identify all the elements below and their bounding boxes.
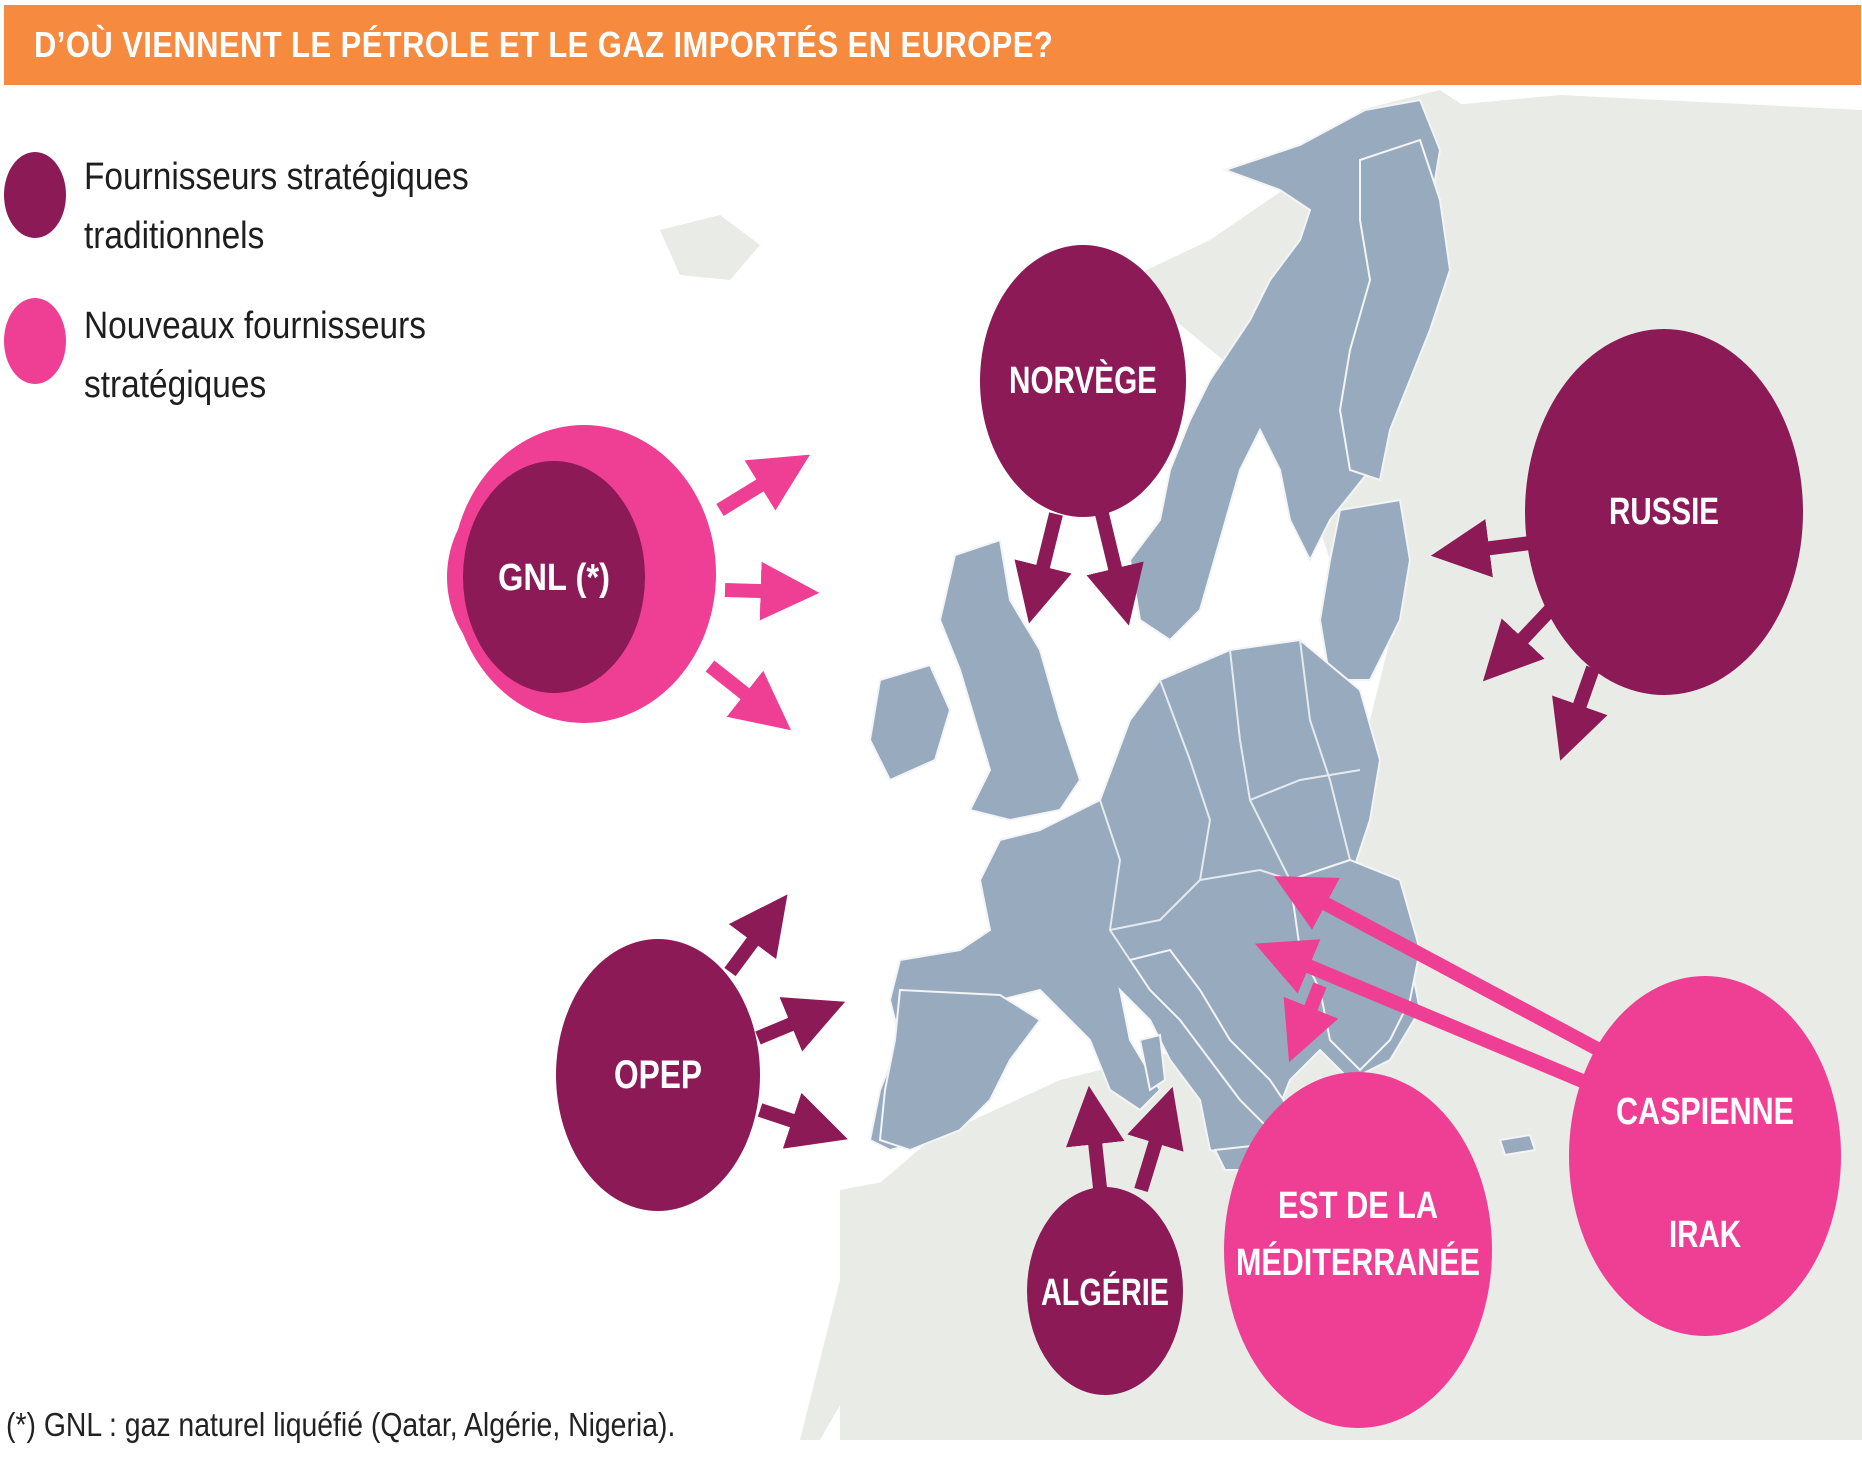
opep-supplier: OPEP bbox=[556, 939, 760, 1211]
russia-arrow-s bbox=[1552, 665, 1608, 761]
caspian-arrow-2 bbox=[1254, 939, 1595, 1092]
legend-label-traditional: Fournisseurs stratégiques traditionnels bbox=[84, 148, 489, 266]
legend-dot-traditional bbox=[4, 152, 66, 238]
norway-arrow-1 bbox=[1014, 512, 1072, 624]
sardinia-shape bbox=[1138, 1033, 1167, 1092]
legend-label-new-line2: stratégiques bbox=[84, 364, 267, 406]
opep-arrows bbox=[724, 894, 848, 1149]
title-bar: D’OÙ VIENNENT LE PÉTROLE ET LE GAZ IMPOR… bbox=[4, 5, 1861, 85]
opep-arrow-se bbox=[757, 1092, 848, 1149]
gnl-arrow-ne bbox=[716, 454, 811, 516]
legend-label-traditional-line2: traditionnels bbox=[84, 215, 265, 257]
continent-shape bbox=[868, 638, 1422, 1162]
norway-arrow-2 bbox=[1086, 512, 1144, 626]
gnl-dark-core bbox=[463, 461, 645, 693]
opep-arrow-ne bbox=[724, 894, 788, 977]
cyprus-shape bbox=[1498, 1133, 1537, 1157]
east-med-supplier: EST DE LA MÉDITERRANÉE bbox=[1224, 1072, 1492, 1428]
legend-label-new-line1: Nouveaux fournisseurs bbox=[84, 305, 427, 347]
gnl-arrow-se bbox=[705, 660, 792, 731]
algeria-arrows bbox=[1065, 1085, 1184, 1193]
algeria-label: ALGÉRIE bbox=[1041, 1270, 1169, 1314]
norway-label: NORVÈGE bbox=[1009, 358, 1157, 402]
algeria-supplier: ALGÉRIE bbox=[1027, 1187, 1183, 1395]
russia-label: RUSSIE bbox=[1609, 491, 1719, 533]
iraq-label: IRAK bbox=[1669, 1214, 1741, 1256]
gnl-label: GNL (*) bbox=[498, 557, 610, 599]
norway-supplier: NORVÈGE bbox=[980, 245, 1186, 517]
caspian-arrows bbox=[1254, 876, 1622, 1092]
algeria-circle bbox=[1027, 1187, 1183, 1395]
caspian-circle bbox=[1569, 976, 1841, 1336]
baltics-shape bbox=[1318, 498, 1412, 681]
gnl-supplier: GNL (*) bbox=[452, 425, 716, 723]
gnl-arrows bbox=[705, 454, 820, 731]
russia-supplier: RUSSIE bbox=[1525, 329, 1803, 695]
legend-label-traditional-line1: Fournisseurs stratégiques bbox=[84, 156, 469, 198]
finland-shape bbox=[1338, 138, 1452, 482]
norway-arrows bbox=[1014, 512, 1144, 626]
caspian-label: CASPIENNE bbox=[1616, 1091, 1794, 1133]
opep-arrow-e bbox=[755, 997, 846, 1052]
opep-circle bbox=[556, 939, 760, 1211]
algeria-arrow-2 bbox=[1127, 1086, 1184, 1193]
caspian-arrow-1 bbox=[1274, 876, 1622, 1067]
east-med-label-line2: MÉDITERRANÉE bbox=[1236, 1240, 1480, 1284]
footnote: (*) GNL : gaz naturel liquéfié (Qatar, A… bbox=[6, 1406, 676, 1443]
russia-circle bbox=[1525, 329, 1803, 695]
iberia-shape bbox=[878, 988, 1042, 1152]
legend-dot-new bbox=[4, 298, 66, 384]
east-med-label-line1: EST DE LA bbox=[1278, 1185, 1438, 1227]
norway-circle bbox=[980, 245, 1186, 517]
gnl-arrow-e bbox=[724, 561, 820, 621]
legend-label-new: Nouveaux fournisseurs stratégiques bbox=[84, 297, 489, 415]
algeria-arrow-1 bbox=[1065, 1085, 1125, 1189]
ireland-shape bbox=[868, 663, 952, 782]
page-title: D’OÙ VIENNENT LE PÉTROLE ET LE GAZ IMPOR… bbox=[34, 24, 1054, 65]
russia-arrow-sw bbox=[1482, 605, 1556, 682]
caspian-iraq-supplier: CASPIENNE IRAK bbox=[1569, 976, 1841, 1336]
russia-arrow-w bbox=[1430, 519, 1531, 578]
east-med-circle bbox=[1224, 1072, 1492, 1428]
russia-arrows bbox=[1430, 519, 1608, 761]
opep-label: OPEP bbox=[614, 1053, 702, 1097]
